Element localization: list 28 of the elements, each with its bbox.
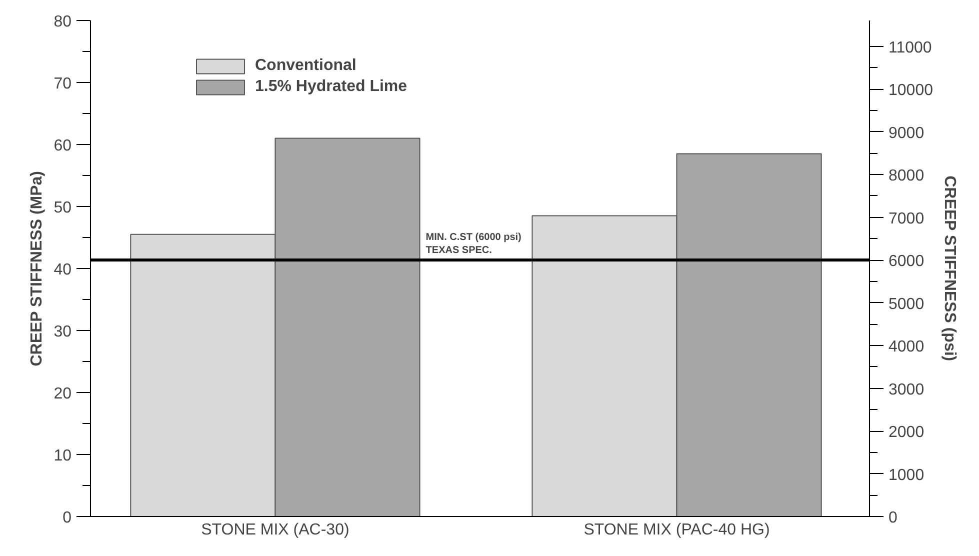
legend-label: 1.5% Hydrated Lime — [255, 78, 408, 96]
x-tick-label: STONE MIX (PAC-40 HG) — [584, 522, 770, 538]
y2-tick-label: 5000 — [888, 296, 924, 313]
y2-tick-label: 8000 — [888, 168, 924, 185]
y2-tick-label: 6000 — [888, 253, 924, 270]
y-tick-label: 50 — [54, 200, 72, 216]
y-tick-label: 30 — [54, 324, 72, 340]
legend-label: Conventional — [255, 57, 356, 75]
y-axis-title: CREEP STIFFNESS (MPa) — [28, 170, 46, 366]
y2-tick-label: 7000 — [888, 210, 924, 228]
ref-line-label: MIN. C.ST (6000 psi) TEXAS SPEC. — [426, 232, 522, 256]
y2-tick-label: 11000 — [888, 39, 932, 56]
x-tick-label: STONE MIX (AC-30) — [201, 522, 350, 538]
y-tick-label: 0 — [62, 510, 72, 526]
y2-tick-label: 4000 — [888, 338, 924, 356]
y2-tick-label: 9000 — [888, 124, 924, 142]
y-tick-label: 20 — [54, 386, 72, 402]
y-tick-label: 60 — [54, 138, 72, 154]
y2-tick-label: 3000 — [888, 381, 924, 398]
y2-tick-label: 1000 — [888, 466, 924, 484]
y2-axis-title: CREEP STIFFNESS (psi) — [940, 176, 958, 362]
y2-tick-label: 10000 — [888, 82, 934, 100]
y-tick-label: 70 — [54, 76, 72, 92]
y-tick-label: 80 — [54, 14, 72, 30]
y2-tick-label: 0 — [888, 510, 898, 526]
y-tick-label: 40 — [54, 262, 72, 278]
y-tick-label: 10 — [54, 448, 72, 464]
y2-tick-label: 2000 — [888, 424, 924, 442]
